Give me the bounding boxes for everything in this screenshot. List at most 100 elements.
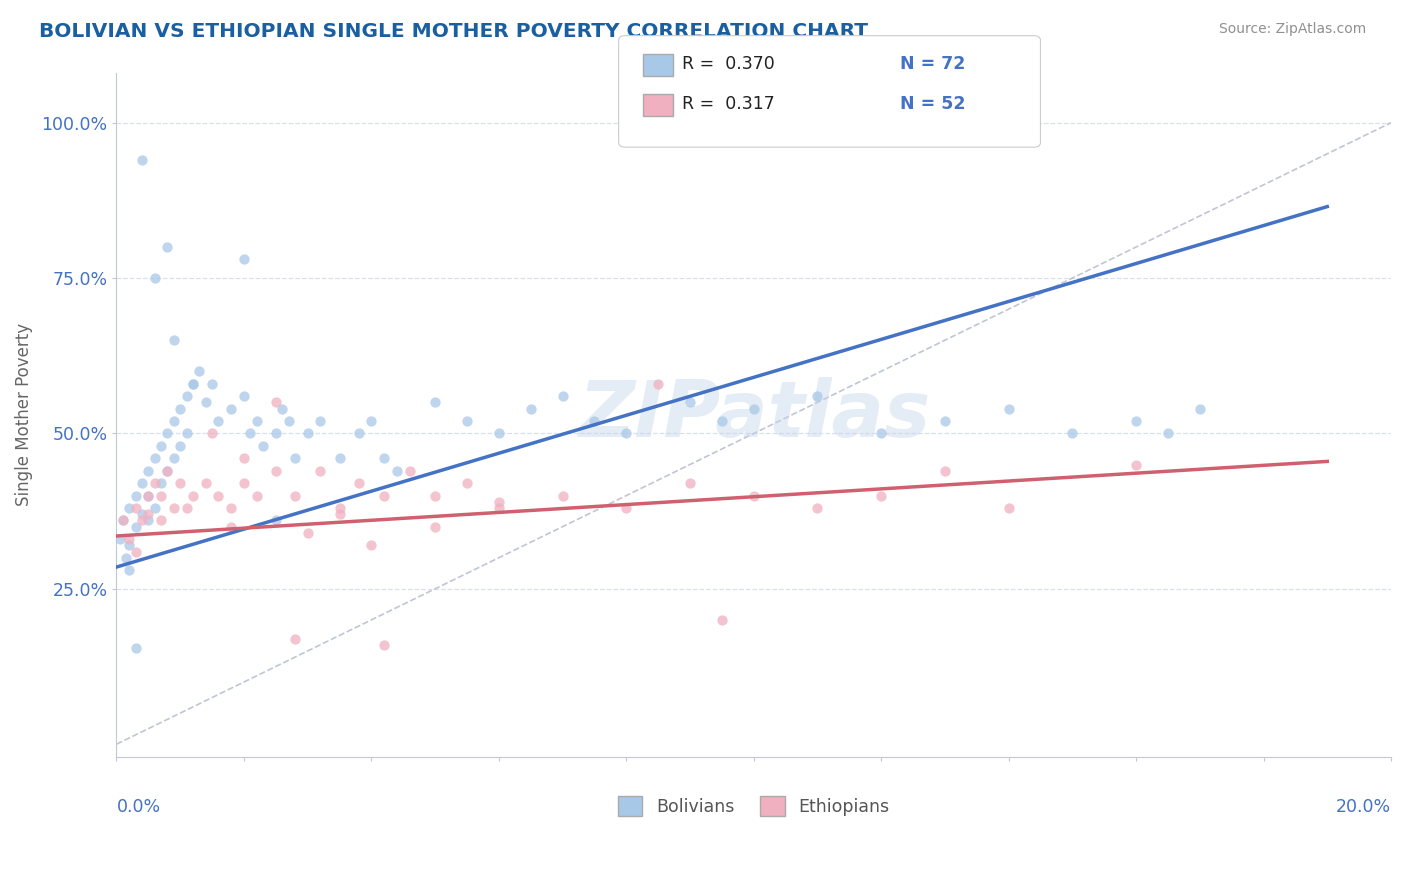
Point (150, 439, 173, 453)
Point (138, 513, 160, 527)
Point (1188, 401, 1211, 416)
Point (124, 519, 146, 533)
Point (219, 519, 242, 533)
Point (181, 489, 204, 503)
Point (488, 426, 510, 441)
Point (423, 489, 446, 503)
Point (169, 439, 191, 453)
Point (118, 538, 141, 552)
Point (1125, 414, 1147, 428)
Point (264, 395, 287, 409)
Point (108, 532, 131, 546)
Text: R =  0.317: R = 0.317 (682, 95, 775, 113)
Point (806, 389, 828, 403)
Point (150, 476, 173, 491)
Point (264, 426, 287, 441)
Point (219, 501, 242, 516)
Point (138, 464, 160, 478)
Point (150, 489, 173, 503)
Point (163, 414, 186, 428)
Text: Source: ZipAtlas.com: Source: ZipAtlas.com (1219, 22, 1367, 37)
Point (360, 538, 382, 552)
Point (328, 501, 350, 516)
Point (870, 489, 893, 503)
Point (1157, 426, 1180, 441)
Point (385, 464, 408, 478)
Point (156, 240, 179, 254)
Point (488, 501, 510, 516)
Point (232, 451, 254, 466)
Point (201, 426, 224, 441)
Y-axis label: Single Mother Poverty: Single Mother Poverty (15, 323, 32, 507)
Point (163, 333, 186, 347)
Text: R =  0.370: R = 0.370 (682, 55, 775, 73)
Point (176, 426, 198, 441)
Point (934, 464, 956, 478)
Point (131, 153, 153, 167)
Legend: Bolivians, Ethiopians: Bolivians, Ethiopians (610, 789, 897, 823)
Point (124, 640, 146, 655)
Point (163, 501, 186, 516)
Point (131, 513, 153, 527)
Point (207, 414, 229, 428)
Point (1125, 458, 1147, 472)
Point (373, 489, 395, 503)
Point (219, 401, 242, 416)
Point (181, 376, 204, 391)
Point (169, 476, 191, 491)
Point (239, 426, 262, 441)
Point (176, 501, 198, 516)
Point (124, 489, 146, 503)
Point (614, 426, 637, 441)
Point (583, 414, 606, 428)
Point (118, 501, 141, 516)
Point (398, 464, 420, 478)
Point (246, 414, 269, 428)
Point (118, 532, 141, 546)
Point (551, 389, 574, 403)
Text: 0.0%: 0.0% (117, 797, 160, 815)
Point (207, 489, 229, 503)
Point (423, 395, 446, 409)
Point (124, 544, 146, 558)
Point (284, 451, 307, 466)
Point (163, 451, 186, 466)
Point (647, 376, 669, 391)
Point (194, 395, 217, 409)
Point (150, 513, 173, 527)
Text: ZIPatlas: ZIPatlas (578, 376, 929, 453)
Point (347, 476, 370, 491)
Point (423, 519, 446, 533)
Point (156, 464, 179, 478)
Point (806, 501, 828, 516)
Point (264, 513, 287, 527)
Point (297, 426, 319, 441)
Point (373, 638, 395, 652)
Point (309, 414, 332, 428)
Point (169, 401, 191, 416)
Point (201, 376, 224, 391)
Point (111, 513, 134, 527)
Point (997, 401, 1019, 416)
Point (373, 451, 395, 466)
Point (488, 495, 510, 509)
Point (328, 451, 350, 466)
Point (232, 476, 254, 491)
Point (124, 501, 146, 516)
Point (679, 395, 702, 409)
Point (143, 451, 166, 466)
Point (277, 414, 299, 428)
Point (131, 507, 153, 521)
Point (456, 414, 478, 428)
Point (284, 632, 307, 646)
Point (111, 513, 134, 527)
Point (115, 550, 138, 565)
Point (194, 476, 217, 491)
Point (118, 563, 141, 577)
Point (143, 501, 166, 516)
Text: N = 52: N = 52 (900, 95, 966, 113)
Point (360, 414, 382, 428)
Point (181, 376, 204, 391)
Point (742, 489, 765, 503)
Point (232, 252, 254, 267)
